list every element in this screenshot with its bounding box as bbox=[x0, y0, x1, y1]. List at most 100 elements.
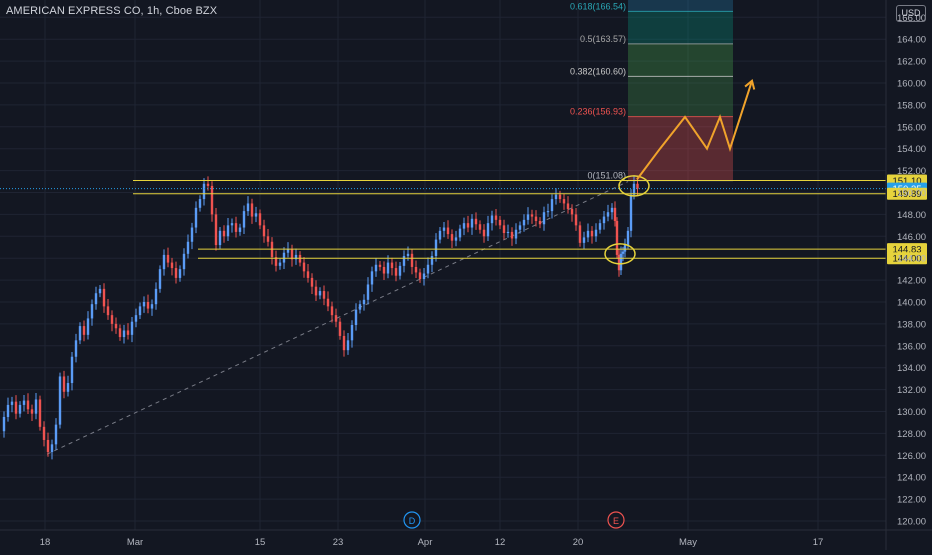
level-tag-label: 144.00 bbox=[892, 254, 921, 265]
y-tick-label: 136.00 bbox=[897, 341, 926, 352]
candle-body bbox=[518, 225, 522, 230]
level-tag-bg bbox=[887, 243, 927, 256]
y-tick-label: 148.00 bbox=[897, 210, 926, 221]
candle-body bbox=[18, 404, 22, 414]
y-tick-label: 152.00 bbox=[897, 166, 926, 177]
candle-body bbox=[554, 194, 558, 200]
candle-body bbox=[274, 257, 278, 266]
candle-body bbox=[482, 229, 486, 237]
candle-body bbox=[262, 225, 266, 237]
candle-body bbox=[562, 199, 566, 204]
candle-body bbox=[414, 266, 418, 273]
candle-body bbox=[458, 228, 462, 238]
candle-body bbox=[626, 230, 630, 246]
y-tick-label: 122.00 bbox=[897, 495, 926, 506]
candle-body bbox=[226, 225, 230, 237]
event-marker-label: D bbox=[409, 516, 416, 526]
y-tick-label: 124.00 bbox=[897, 473, 926, 484]
candle-body bbox=[490, 215, 494, 224]
y-tick-label: 164.00 bbox=[897, 35, 926, 46]
candle-body bbox=[250, 203, 254, 217]
candle-body bbox=[466, 223, 470, 228]
x-tick-label: 20 bbox=[573, 537, 584, 548]
candle-body bbox=[450, 234, 454, 241]
candle-body bbox=[594, 229, 598, 237]
candle-body bbox=[374, 264, 378, 272]
candle-body bbox=[70, 356, 74, 384]
candle-body bbox=[110, 315, 114, 324]
candle-body bbox=[398, 265, 402, 276]
candle-body bbox=[78, 326, 82, 341]
candle-body bbox=[126, 330, 130, 335]
candle-body bbox=[406, 253, 410, 257]
candle-body bbox=[58, 376, 62, 425]
fib-level-label: 0.236(156.93) bbox=[570, 107, 626, 117]
candle-body bbox=[154, 288, 158, 305]
candle-body bbox=[462, 223, 466, 229]
candle-body bbox=[42, 426, 46, 440]
candle-body bbox=[150, 304, 154, 309]
candle-body bbox=[258, 213, 262, 226]
candle-body bbox=[34, 399, 38, 414]
candle-body bbox=[330, 306, 334, 316]
y-tick-label: 132.00 bbox=[897, 385, 926, 396]
candle-body bbox=[74, 340, 78, 357]
candle-body bbox=[298, 254, 302, 263]
candle-body bbox=[342, 335, 346, 351]
candle-body bbox=[26, 400, 30, 410]
candle-body bbox=[146, 302, 150, 309]
candle-body bbox=[438, 230, 442, 240]
candle-body bbox=[2, 416, 6, 432]
candle-body bbox=[613, 207, 617, 221]
candle-body bbox=[194, 207, 198, 228]
candle-body bbox=[86, 318, 90, 335]
candle-body bbox=[210, 185, 214, 215]
candle-body bbox=[382, 266, 386, 274]
event-marker-label: E bbox=[613, 516, 619, 526]
candle-body bbox=[390, 262, 394, 269]
candle-body bbox=[418, 272, 422, 280]
candle-body bbox=[282, 252, 286, 263]
candle-body bbox=[94, 293, 98, 305]
y-tick-label: 126.00 bbox=[897, 451, 926, 462]
level-tag-bg bbox=[887, 252, 927, 265]
candle-body bbox=[134, 315, 138, 322]
trendline-dashed bbox=[46, 181, 629, 455]
candle-body bbox=[530, 214, 534, 217]
candle-body bbox=[590, 230, 594, 237]
x-tick-label: Mar bbox=[127, 537, 143, 548]
candle-body bbox=[106, 306, 110, 316]
candle-body bbox=[426, 264, 430, 274]
projection-path bbox=[636, 80, 753, 180]
candle-body bbox=[198, 199, 202, 208]
candle-body bbox=[222, 230, 226, 237]
candle-body bbox=[623, 245, 627, 252]
candle-body bbox=[66, 383, 70, 392]
candle-body bbox=[617, 254, 621, 271]
candle-body bbox=[190, 227, 194, 242]
candle-body bbox=[570, 208, 574, 215]
candle-body bbox=[6, 404, 10, 417]
candle-body bbox=[314, 286, 318, 296]
x-tick-label: Apr bbox=[418, 537, 433, 548]
candle-body bbox=[350, 324, 354, 341]
fib-level-label: 0.618(166.54) bbox=[570, 1, 626, 11]
candle-body bbox=[486, 223, 490, 237]
candle-body bbox=[254, 213, 258, 217]
candle-body bbox=[386, 262, 390, 274]
candle-body bbox=[606, 212, 610, 217]
candle-body bbox=[546, 211, 550, 213]
candle-body bbox=[474, 218, 478, 225]
y-tick-label: 146.00 bbox=[897, 232, 926, 243]
candle-body bbox=[158, 269, 162, 289]
currency-button[interactable]: USD bbox=[896, 5, 926, 22]
candle-body bbox=[82, 326, 86, 335]
event-marker[interactable] bbox=[607, 511, 625, 529]
event-marker[interactable] bbox=[403, 511, 421, 529]
y-tick-label: 156.00 bbox=[897, 122, 926, 133]
y-tick-label: 140.00 bbox=[897, 298, 926, 309]
candle-body bbox=[354, 309, 358, 325]
y-tick-label: 144.00 bbox=[897, 254, 926, 265]
